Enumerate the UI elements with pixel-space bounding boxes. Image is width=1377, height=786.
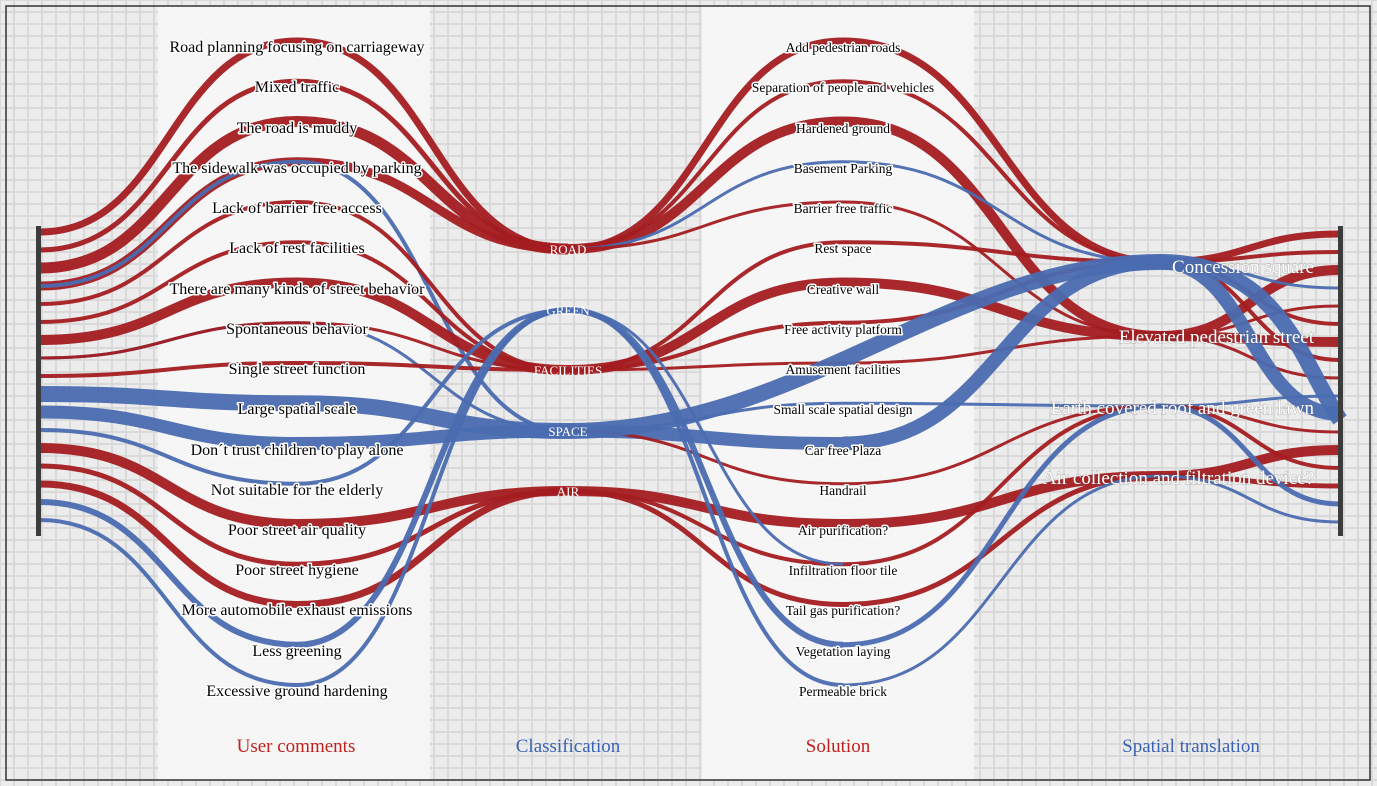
left-axis-bar (36, 226, 41, 536)
flow-class-to-solution (567, 361, 844, 372)
flow-comment-to-class (39, 463, 569, 567)
flow-comment-to-class (39, 115, 569, 274)
flow-class-to-solution (567, 277, 844, 375)
flow-comment-to-class (39, 307, 569, 648)
comment-label: The sidewalk was occupied by parking (172, 160, 421, 177)
comment-label: Lack of rest facilities (229, 240, 365, 257)
comment-label: More automobile exhaust emissions (182, 602, 413, 619)
header-spatial-translation: Spatial translation (1122, 736, 1260, 757)
comment-label: Not suitable for the elderly (211, 482, 383, 499)
flow-comment-to-class (39, 443, 569, 530)
flow-links (39, 37, 1347, 688)
header-user-comments: User comments (237, 736, 356, 757)
spatial-label-air-device: Air collection and filtration device? (1043, 468, 1314, 489)
flow-comment-to-class (39, 199, 569, 372)
flow-class-to-solution (567, 200, 844, 251)
flow-comment-to-class (39, 405, 569, 451)
solution-label: Permeable brick (799, 684, 887, 699)
comment-label: Road planning focusing on carriageway (169, 39, 424, 56)
comment-label: Poor street air quality (228, 522, 366, 539)
flow-comment-to-class (39, 78, 569, 253)
solution-label: Rest space (814, 241, 871, 256)
solution-label: Barrier free traffic (794, 201, 893, 216)
solution-label: Vegetation laying (796, 644, 891, 659)
spatial-label-green-roof: Earth covered roof and green lawn (1051, 398, 1315, 419)
solution-label: Handrail (819, 483, 866, 498)
comment-label: Don´t trust children to play alone (191, 442, 404, 459)
flow-class-to-solution (567, 116, 844, 254)
flow-comment-to-class (39, 480, 569, 609)
flow-class-to-solution (567, 320, 844, 372)
flow-solution-to-spatial (842, 403, 1341, 648)
flow-class-to-solution (567, 308, 844, 566)
flow-solution-to-spatial (842, 474, 1341, 687)
solution-label: Add pedestrian roads (786, 40, 901, 55)
flow-solution-to-spatial (842, 37, 1341, 266)
flow-comment-to-class (39, 308, 569, 486)
flow-comment-to-class (39, 37, 569, 253)
class-space: SPACE (548, 424, 587, 439)
comment-label: Less greening (252, 643, 341, 660)
comment-label: The road is muddy (237, 120, 357, 137)
flow-space-band (567, 253, 1347, 439)
comment-label: Large spatial scale (238, 401, 357, 418)
solution-label: Car free Plaza (805, 443, 881, 458)
solution-label: Free activity platform (784, 322, 902, 337)
comment-label: There are many kinds of street behavior (169, 281, 425, 298)
comment-label: Excessive ground hardening (206, 683, 387, 700)
header-solution: Solution (806, 736, 871, 757)
comment-label: Mixed traffic (255, 79, 340, 96)
spatial-label-elevated-street: Elevated pedestrian street (1119, 327, 1315, 348)
flow-solution-to-spatial (842, 79, 1341, 265)
flow-solution-to-spatial (842, 277, 1341, 347)
class-facilities: FACILITIES (534, 363, 602, 378)
solution-label: Amusement facilities (785, 362, 900, 377)
classification-column: ROAD GREEN FACILITIES SPACE AIR (534, 242, 602, 499)
solution-label: Small scale spatial design (773, 402, 912, 417)
flow-class-to-solution (567, 308, 844, 687)
user-comments-column: Road planning focusing on carriageway Mi… (168, 38, 427, 702)
spatial-label-concession-square: Concession square (1172, 257, 1314, 278)
solution-label: Hardened ground (796, 121, 890, 136)
header-classification: Classification (516, 736, 621, 757)
class-air: AIR (557, 484, 580, 499)
solution-label: Tail gas purification? (786, 603, 901, 618)
comment-label: Spontaneous behavior (226, 321, 368, 338)
class-green: GREEN (546, 303, 590, 318)
comment-label: Lack of barrier free access (212, 200, 382, 217)
class-road: ROAD (550, 242, 587, 257)
solution-column: Add pedestrian roads Separation of peopl… (750, 39, 935, 701)
solution-label: Creative wall (807, 282, 880, 297)
flow-class-to-solution (567, 160, 844, 251)
column-headers: User comments Classification Solution Sp… (237, 736, 1261, 757)
comment-label: Poor street hygiene (235, 562, 359, 579)
flow-comment-to-class (39, 308, 569, 688)
flow-comment-to-class (39, 360, 569, 378)
spatial-translation-column: Concession square Elevated pedestrian st… (1042, 257, 1315, 490)
flow-comment-to-class (39, 386, 569, 439)
right-axis-bar (1338, 226, 1343, 536)
flow-solution-to-spatial (842, 473, 1341, 607)
flow-class-to-solution (567, 488, 844, 607)
comment-label: Single street function (229, 361, 366, 378)
solution-label: Separation of people and vehicles (752, 80, 934, 95)
solution-label: Air purification? (798, 523, 888, 538)
solution-label: Infiltration floor tile (789, 563, 898, 578)
solution-label: Basement Parking (794, 161, 893, 176)
flow-comment-to-class (39, 240, 569, 372)
flow-comment-to-class (39, 321, 569, 372)
